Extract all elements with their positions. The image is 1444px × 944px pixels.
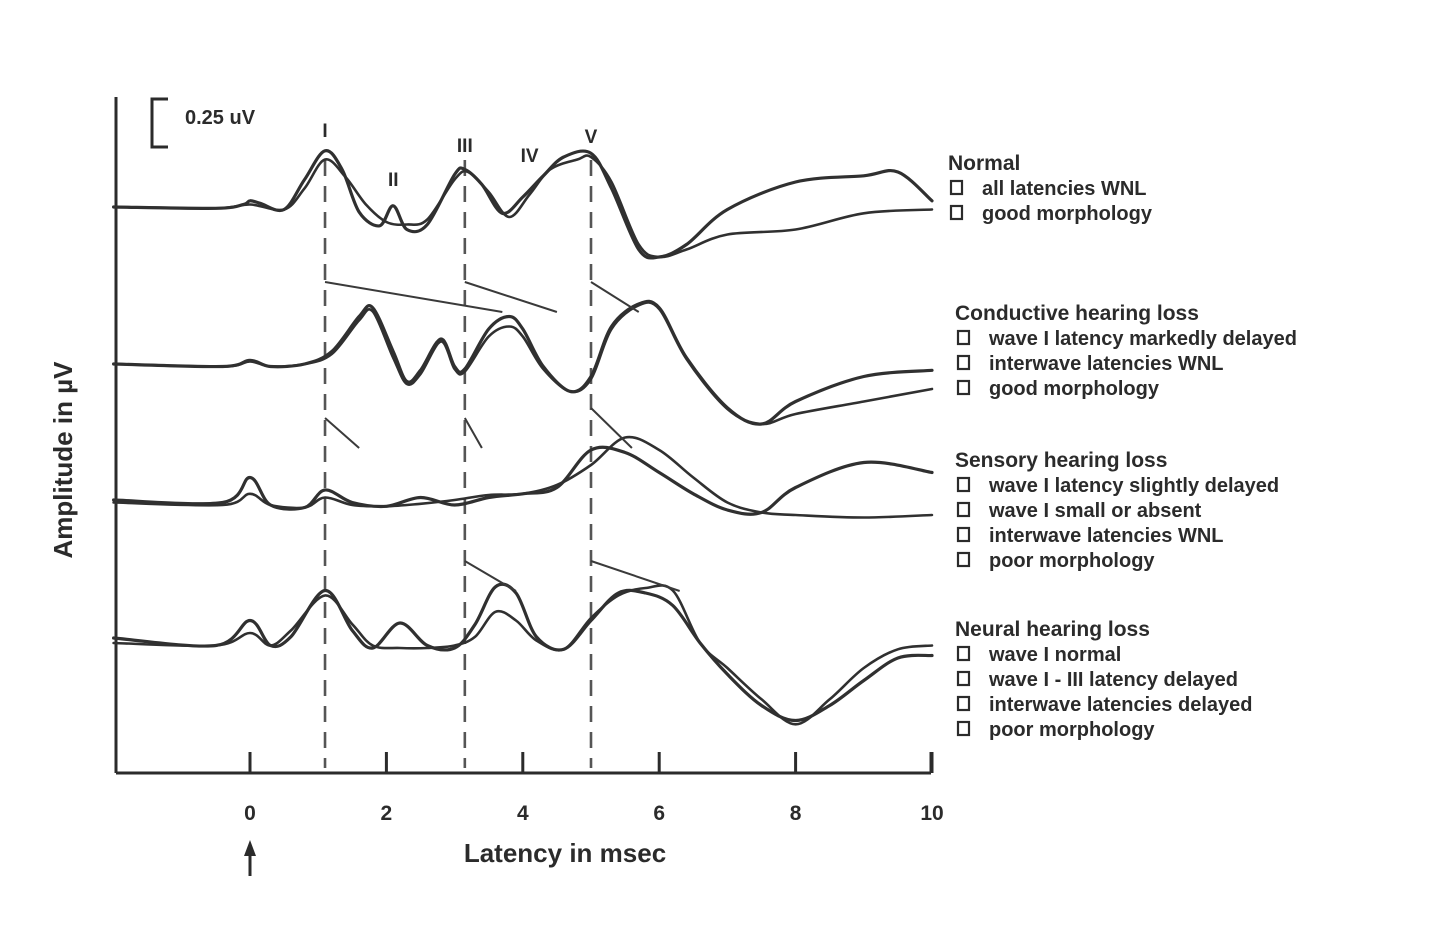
checkbox-icon xyxy=(949,179,964,196)
legend-criterion: all latencies WNL xyxy=(982,178,1147,200)
latency-shift-marker xyxy=(464,281,558,313)
legend-criterion: interwave latencies WNL xyxy=(989,525,1224,547)
checkbox-icon xyxy=(956,354,971,371)
scale-bar: 0.25 uV xyxy=(150,97,256,149)
legend-criterion: good morphology xyxy=(989,378,1160,400)
scale-bar-label: 0.25 uV xyxy=(185,107,256,129)
wave-label: I xyxy=(322,121,327,142)
x-tick-label: 8 xyxy=(790,802,802,825)
waveform-trace xyxy=(112,435,934,519)
waveform-trace xyxy=(112,299,934,426)
checkbox-icon xyxy=(956,720,971,737)
waveform-trace xyxy=(112,445,934,516)
legend-category-title: Conductive hearing loss xyxy=(955,302,1199,325)
checkbox-icon xyxy=(956,526,971,543)
checkbox-icon xyxy=(956,329,971,346)
latency-shift-marker xyxy=(464,560,517,592)
latency-shift-marker xyxy=(324,281,503,313)
x-tick-label: 10 xyxy=(920,802,943,825)
checkbox-icon xyxy=(956,551,971,568)
latency-shift-marker xyxy=(590,281,640,313)
legend-criterion: good morphology xyxy=(982,203,1153,225)
x-tick-label: 0 xyxy=(244,802,256,825)
latency-shift-marker xyxy=(324,417,360,449)
y-axis-label: Amplitude in µV xyxy=(48,361,78,559)
legend-criterion: interwave latencies WNL xyxy=(989,353,1224,375)
legend-category-title: Normal xyxy=(948,152,1020,175)
legend-criterion: wave I latency markedly delayed xyxy=(988,328,1297,350)
wave-label: IV xyxy=(521,146,539,167)
checkbox-icon xyxy=(956,695,971,712)
waveform-trace xyxy=(112,584,934,726)
latency-shift-marker xyxy=(590,560,680,592)
legend-criterion: wave I small or absent xyxy=(988,500,1202,522)
legend-criterion: wave I latency slightly delayed xyxy=(988,475,1279,497)
waveform-trace xyxy=(112,582,934,723)
wave-label: II xyxy=(388,170,399,191)
reference-lines-layer xyxy=(323,160,593,768)
legend-criterion: wave I - III latency delayed xyxy=(988,669,1238,691)
checkbox-icon xyxy=(956,670,971,687)
legend-criterion: interwave latencies delayed xyxy=(989,694,1252,716)
x-tick-label: 2 xyxy=(381,802,393,825)
waveform-trace xyxy=(112,301,934,426)
x-axis-label: Latency in msec xyxy=(464,838,666,868)
checkbox-icon xyxy=(956,501,971,518)
x-tick-layer: 0 2 4 6 8 10 xyxy=(244,752,944,825)
wave-label: V xyxy=(585,127,598,148)
checkbox-icon xyxy=(956,645,971,662)
legend-category-title: Sensory hearing loss xyxy=(955,449,1167,472)
x-tick-label: 6 xyxy=(653,802,665,825)
legend-category-title: Neural hearing loss xyxy=(955,618,1150,641)
legend-criterion: poor morphology xyxy=(989,719,1155,741)
waveform-trace xyxy=(112,154,934,259)
x-tick-label: 4 xyxy=(517,802,529,825)
wave-label: III xyxy=(457,136,473,157)
checkbox-icon xyxy=(949,204,964,221)
legend-criterion: poor morphology xyxy=(989,550,1155,572)
traces-layer xyxy=(112,149,934,726)
checkbox-icon xyxy=(956,476,971,493)
legend-criterion: wave I normal xyxy=(988,644,1121,666)
latency-shift-marker xyxy=(463,417,483,449)
checkbox-icon xyxy=(956,379,971,396)
latency-shift-marker xyxy=(590,407,633,449)
criteria-legend: Normal all latencies WNL good morphology Co… xyxy=(948,152,1297,741)
stimulus-arrow-icon xyxy=(244,840,256,876)
